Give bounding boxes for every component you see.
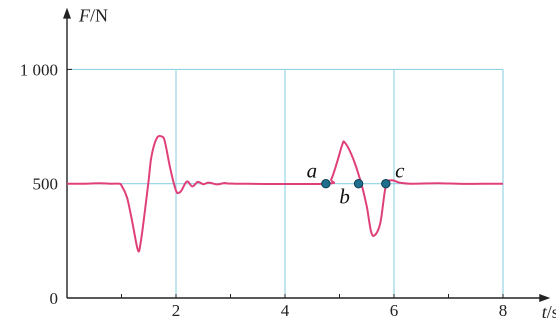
- y-tick-label-0: 0: [50, 289, 59, 308]
- marker-label-a: a: [307, 159, 318, 183]
- y-tick-label-1000: 1 000: [20, 60, 58, 79]
- point-markers: ab c: [307, 159, 406, 209]
- x-axis-title: t/s: [542, 302, 556, 320]
- x-tick-label-4: 4: [281, 301, 290, 320]
- force-curve: [66, 134, 503, 253]
- axis-labels: 2 4 6 8 0 500 1 000 F/N t/s: [20, 6, 556, 320]
- x-tick-label-8: 8: [499, 301, 508, 320]
- axes: [63, 7, 551, 302]
- y-tick-label-500: 500: [33, 175, 59, 194]
- x-axis-arrow: [539, 294, 551, 302]
- force-series-line-0: [66, 134, 503, 253]
- marker-point-c: [381, 179, 391, 189]
- y-axis-title: F/N: [78, 6, 108, 26]
- y-axis-arrow: [63, 7, 71, 19]
- marker-label-c: c: [395, 159, 405, 183]
- marker-point-b: [353, 179, 364, 189]
- x-tick-label-6: 6: [390, 301, 399, 320]
- marker-point-a: [321, 179, 331, 189]
- x-tick-label-2: 2: [172, 301, 181, 320]
- marker-label-b: b: [339, 185, 350, 209]
